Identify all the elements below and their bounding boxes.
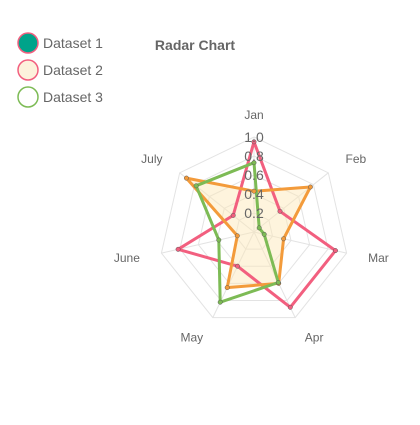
data-point[interactable] [251, 139, 257, 145]
legend-label: Dataset 2 [43, 62, 103, 78]
legend-label: Dataset 1 [43, 35, 103, 51]
data-point[interactable] [175, 246, 181, 252]
radial-tick-label: 0.4 [244, 186, 264, 202]
data-point[interactable] [251, 188, 257, 194]
radial-tick-label: 0.2 [244, 205, 264, 221]
data-point[interactable] [281, 236, 287, 242]
legend-swatch [17, 86, 39, 108]
series-points [175, 139, 338, 310]
data-point[interactable] [251, 160, 257, 166]
category-label: Apr [305, 330, 324, 344]
grid-ring [179, 155, 329, 301]
data-point[interactable] [307, 184, 313, 190]
data-point[interactable] [193, 183, 199, 189]
category-label: Feb [346, 152, 367, 166]
radial-tick-labels: 0.2 0.4 0.6 0.8 1.0 [244, 129, 264, 221]
category-label: July [141, 152, 162, 166]
grid-ring [160, 136, 348, 319]
category-labels: Jan Feb Mar Apr May June July [114, 108, 389, 344]
data-point[interactable] [217, 299, 223, 305]
radial-tick-label: 1.0 [244, 129, 264, 145]
data-point[interactable] [333, 248, 338, 254]
grid-spoke [253, 172, 329, 233]
data-point[interactable] [261, 231, 267, 237]
legend-item[interactable]: Dataset 2 [17, 59, 103, 81]
data-point[interactable] [287, 304, 293, 310]
legend-swatch [17, 59, 39, 81]
legend-item[interactable]: Dataset 1 [17, 32, 103, 54]
data-point[interactable] [256, 225, 262, 231]
data-point[interactable] [235, 263, 240, 269]
legend-swatch [17, 32, 39, 54]
category-label: Jan [244, 108, 263, 122]
legend: Dataset 1 Dataset 2 Dataset 3 [17, 32, 103, 108]
data-point[interactable] [234, 233, 240, 239]
data-point[interactable] [277, 208, 283, 214]
category-label: May [181, 330, 204, 344]
legend-label: Dataset 3 [43, 89, 103, 105]
radial-tick-label: 0.8 [244, 148, 264, 164]
grid-ring [234, 212, 274, 250]
category-label: Mar [368, 251, 389, 265]
data-point[interactable] [230, 212, 236, 218]
radial-tick-label: 0.6 [244, 167, 264, 183]
data-point[interactable] [224, 285, 230, 291]
legend-item[interactable]: Dataset 3 [17, 86, 103, 108]
chart-title: Radar Chart [155, 37, 235, 53]
data-point[interactable] [275, 280, 281, 285]
grid-spoke [253, 231, 347, 254]
data-point[interactable] [183, 175, 189, 181]
data-point[interactable] [216, 237, 222, 243]
category-label: June [114, 251, 140, 265]
